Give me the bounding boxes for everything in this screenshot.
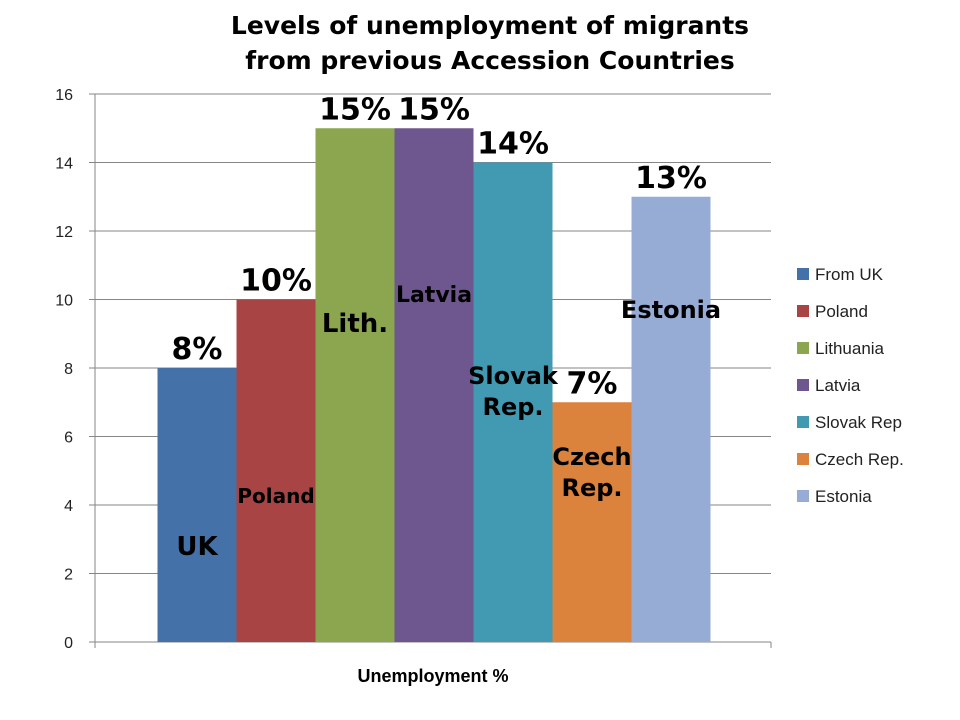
data-label-poland: 10% xyxy=(240,264,312,299)
bar-label-lithuania: Lith. xyxy=(322,309,388,339)
y-tick-label: 16 xyxy=(55,87,73,104)
legend-swatch-czech-rep xyxy=(797,453,809,465)
bar-lithuania xyxy=(315,128,395,642)
bar-label-slovak-rep: Rep. xyxy=(482,393,543,421)
y-tick-label: 14 xyxy=(55,156,73,173)
chart-title-line-2: from previous Accession Countries xyxy=(245,46,735,75)
legend-swatch-poland xyxy=(797,305,809,317)
chart-title: Levels of unemployment of migrants from … xyxy=(140,8,840,78)
data-label-estonia: 13% xyxy=(635,161,707,196)
legend-item-latvia: Latvia xyxy=(815,376,861,395)
legend-item-estonia: Estonia xyxy=(815,487,872,506)
legend-swatch-lithuania xyxy=(797,342,809,354)
bar-poland xyxy=(236,299,316,642)
legend-swatch-estonia xyxy=(797,490,809,502)
legend-swatch-from-uk xyxy=(797,268,809,280)
bar-label-czech-rep: Rep. xyxy=(561,474,622,502)
data-labels: 8% UK 10% Poland 15% Lith. 15% Latvia 14% Slovak R… xyxy=(172,92,722,562)
legend-swatch-slovak-rep xyxy=(797,416,809,428)
bar-label-czech-rep: Czech xyxy=(552,443,631,471)
bar-label-estonia: Estonia xyxy=(621,296,721,324)
bars xyxy=(157,128,711,642)
y-tick-label: 4 xyxy=(64,498,73,515)
legend-item-czech-rep: Czech Rep. xyxy=(815,450,904,469)
legend-item-slovak-rep: Slovak Rep xyxy=(815,413,902,432)
bar-estonia xyxy=(631,196,711,642)
y-tick-label: 8 xyxy=(64,361,73,378)
data-label-slovak-rep: 14% xyxy=(477,127,549,162)
x-axis-label: Unemployment % xyxy=(357,666,508,686)
bar-label-poland: Poland xyxy=(237,484,314,508)
bar-label-slovak-rep: Slovak xyxy=(468,362,559,390)
data-label-czech-rep: 7% xyxy=(567,366,618,401)
legend-item-poland: Poland xyxy=(815,302,868,321)
legend-swatch-latvia xyxy=(797,379,809,391)
chart-title-line-1: Levels of unemployment of migrants xyxy=(230,11,750,40)
data-label-from-uk: 8% xyxy=(172,332,223,367)
y-tick-label: 12 xyxy=(55,224,73,241)
y-tick-label: 6 xyxy=(64,430,73,447)
bar-czech-rep xyxy=(552,402,632,642)
legend-item-lithuania: Lithuania xyxy=(815,339,885,358)
bar-label-latvia: Latvia xyxy=(396,283,472,308)
data-label-latvia: 15% xyxy=(398,92,470,127)
bar-slovak-rep xyxy=(473,162,553,642)
y-tick-label: 2 xyxy=(64,567,73,584)
legend: From UK Poland Lithuania Latvia Slovak Rep Cz… xyxy=(797,265,904,506)
y-tick-label: 10 xyxy=(55,293,73,310)
bar-label-from-uk: UK xyxy=(176,532,218,562)
bar-latvia xyxy=(394,128,474,642)
legend-item-from-uk: From UK xyxy=(815,265,884,284)
bar-from-uk xyxy=(157,368,237,642)
y-tick-label: 0 xyxy=(64,635,73,652)
data-label-lithuania: 15% xyxy=(319,92,391,127)
